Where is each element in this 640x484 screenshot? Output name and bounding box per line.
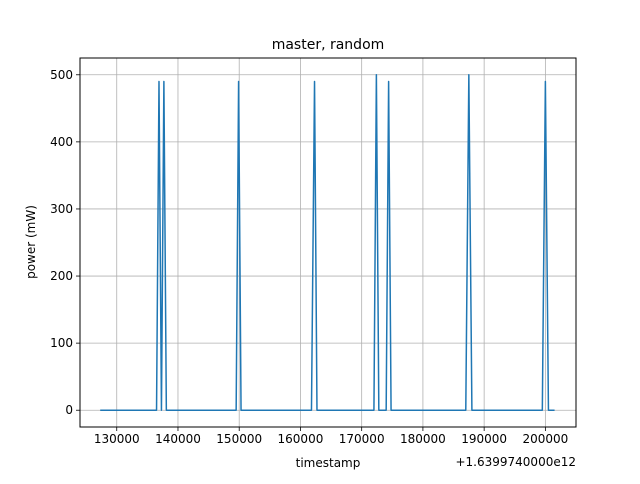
y-tick-label: 500 — [50, 68, 73, 82]
x-tick-label: 170000 — [339, 432, 385, 446]
y-tick-label: 300 — [50, 202, 73, 216]
x-tick-label: 160000 — [278, 432, 324, 446]
x-tick-label: 180000 — [400, 432, 446, 446]
x-axis-label: timestamp — [296, 456, 361, 470]
y-tick-label: 0 — [65, 403, 73, 417]
series-line — [100, 74, 555, 411]
chart-title: master, random — [272, 37, 385, 53]
x-tick-label: 140000 — [155, 432, 201, 446]
y-tick-label: 200 — [50, 269, 73, 283]
x-axis-offset-label: +1.6399740000e12 — [455, 455, 576, 469]
x-tick-label: 130000 — [94, 432, 140, 446]
axes-frame — [79, 57, 577, 428]
y-axis-label: power (mW) — [24, 205, 38, 279]
x-tick-label: 150000 — [216, 432, 262, 446]
series-layer — [100, 74, 555, 411]
y-tick-label: 400 — [50, 135, 73, 149]
ticks: 130000 140000 150000 160000 170000 180000 1900… — [50, 68, 568, 446]
y-tick-label: 100 — [50, 336, 73, 350]
x-tick-label: 190000 — [461, 432, 507, 446]
x-tick-label: 200000 — [522, 432, 568, 446]
